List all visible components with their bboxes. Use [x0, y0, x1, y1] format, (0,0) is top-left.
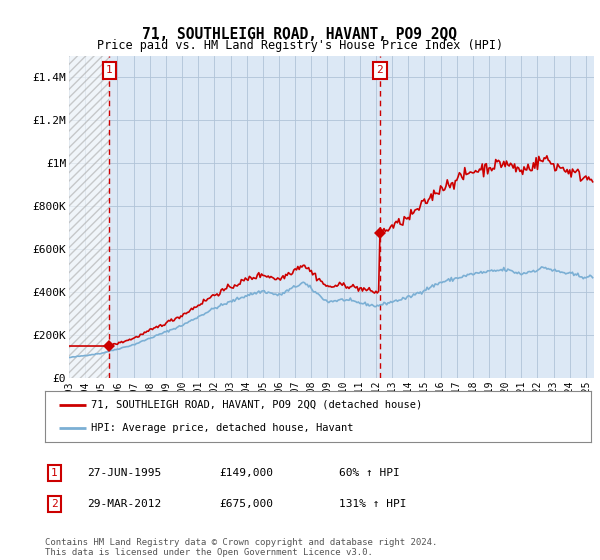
Text: 71, SOUTHLEIGH ROAD, HAVANT, PO9 2QQ: 71, SOUTHLEIGH ROAD, HAVANT, PO9 2QQ	[143, 27, 458, 42]
Text: 1: 1	[106, 66, 113, 76]
Text: 27-JUN-1995: 27-JUN-1995	[87, 468, 161, 478]
Text: 71, SOUTHLEIGH ROAD, HAVANT, PO9 2QQ (detached house): 71, SOUTHLEIGH ROAD, HAVANT, PO9 2QQ (de…	[91, 400, 422, 410]
Bar	[69, 56, 109, 378]
Text: 60% ↑ HPI: 60% ↑ HPI	[339, 468, 400, 478]
Text: £675,000: £675,000	[219, 499, 273, 509]
Text: 2: 2	[376, 66, 383, 76]
Text: 29-MAR-2012: 29-MAR-2012	[87, 499, 161, 509]
Text: Contains HM Land Registry data © Crown copyright and database right 2024.
This d: Contains HM Land Registry data © Crown c…	[45, 538, 437, 557]
Text: 131% ↑ HPI: 131% ↑ HPI	[339, 499, 407, 509]
Text: Price paid vs. HM Land Registry's House Price Index (HPI): Price paid vs. HM Land Registry's House …	[97, 39, 503, 52]
Text: 1: 1	[51, 468, 58, 478]
Text: HPI: Average price, detached house, Havant: HPI: Average price, detached house, Hava…	[91, 423, 354, 433]
Text: 2: 2	[51, 499, 58, 509]
Text: £149,000: £149,000	[219, 468, 273, 478]
